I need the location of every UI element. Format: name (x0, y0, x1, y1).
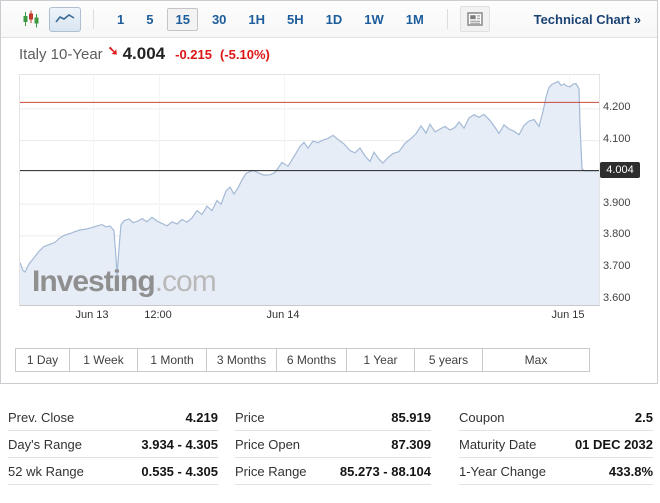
quote-row: 1-Year Change 433.8% (459, 458, 653, 485)
quote-row: Price Open 87.309 (235, 431, 431, 458)
interval-button-1w[interactable]: 1W (364, 11, 384, 27)
chart-plot-area[interactable]: Investing.com (19, 74, 600, 306)
quote-label: 52 wk Range (8, 463, 84, 479)
range-button-1-year[interactable]: 1 Year (347, 349, 415, 371)
quote-label: Price Range (235, 463, 307, 479)
x-axis-tick-label: Jun 15 (551, 309, 585, 321)
interval-button-1h[interactable]: 1H (248, 11, 266, 27)
instrument-name: Italy 10-Year (19, 45, 103, 63)
candlestick-icon (23, 10, 39, 28)
quote-value: 85.273 - 88.104 (339, 463, 431, 479)
quote-row: Price Range 85.273 - 88.104 (235, 458, 431, 485)
quote-value: 01 DEC 2032 (574, 436, 653, 452)
quote-column: Prev. Close 4.219 Day's Range 3.934 - 4.305… (8, 404, 218, 485)
range-button-6-months[interactable]: 6 Months (277, 349, 347, 371)
y-axis-tick-label: 3.900 (603, 196, 631, 209)
interval-button-1[interactable]: 1 (117, 11, 125, 27)
y-axis-tick-label: 3.800 (603, 228, 631, 241)
price-change-percent: (-5.10%) (220, 46, 270, 62)
range-button-max[interactable]: Max (483, 349, 589, 371)
quote-label: Coupon (459, 409, 505, 425)
interval-group: 1 5 15 30 1H 5H 1D 1W 1M (106, 7, 435, 31)
quote-column: Coupon 2.5 Maturity Date 01 DEC 2032 1-Year … (459, 404, 653, 485)
last-price: 4.004 (122, 44, 166, 63)
candlestick-chart-button[interactable] (19, 7, 43, 31)
news-panel-button[interactable] (459, 6, 490, 32)
current-price-tag: 4.004 (600, 161, 640, 178)
quote-label: Day's Range (8, 436, 83, 452)
y-axis-tick-label: 4.200 (603, 101, 631, 114)
line-chart-icon (55, 14, 75, 23)
quote-label: Maturity Date (459, 436, 537, 452)
toolbar-divider (93, 9, 94, 29)
chart-toolbar: 1 5 15 30 1H 5H 1D 1W 1M Technical Chart » (1, 1, 657, 38)
quote-column: Price 85.919 Price Open 87.309 Price Range 85… (235, 404, 431, 485)
quote-summary-table: Prev. Close 4.219 Day's Range 3.934 - 4.305… (8, 404, 653, 485)
y-axis-tick-label: 4.100 (603, 133, 631, 146)
quote-value: 0.535 - 4.305 (141, 463, 218, 479)
interval-button-30[interactable]: 30 (211, 11, 227, 27)
range-button-row: 1 Day 1 Week 1 Month 3 Months 6 Months 1 Year… (15, 348, 590, 372)
price-down-arrow-icon: ➘ (107, 43, 119, 58)
chart-widget: 1 5 15 30 1H 5H 1D 1W 1M Technical Chart » Italy… (0, 0, 658, 384)
news-panel-icon (467, 12, 483, 26)
line-chart-button[interactable] (49, 6, 81, 32)
toolbar-divider (446, 9, 448, 29)
x-axis-tick-label: Jun 13 (75, 309, 109, 321)
x-axis-tick-label: 12:00 (144, 309, 172, 321)
technical-chart-link[interactable]: Technical Chart » (533, 11, 641, 27)
interval-button-1m[interactable]: 1M (405, 11, 424, 27)
quote-label: Prev. Close (8, 409, 75, 425)
quote-row: Prev. Close 4.219 (8, 404, 218, 431)
quote-value: 87.309 (391, 436, 431, 452)
interval-button-15[interactable]: 15 (167, 7, 198, 31)
interval-button-1d[interactable]: 1D (325, 11, 343, 27)
quote-value: 3.934 - 4.305 (141, 436, 218, 452)
quote-row: 52 wk Range 0.535 - 4.305 (8, 458, 218, 485)
range-button-5-years[interactable]: 5 years (415, 349, 483, 371)
y-axis-tick-label: 3.700 (603, 260, 631, 273)
quote-row: Day's Range 3.934 - 4.305 (8, 431, 218, 458)
price-area-fill (20, 81, 599, 305)
quote-value: 4.219 (185, 409, 218, 425)
range-button-1-month[interactable]: 1 Month (138, 349, 207, 371)
quote-row: Maturity Date 01 DEC 2032 (459, 431, 653, 458)
quote-label: 1-Year Change (459, 463, 546, 479)
interval-button-5[interactable]: 5 (146, 11, 154, 27)
interval-button-5h[interactable]: 5H (287, 11, 304, 27)
x-axis-tick-label: Jun 14 (266, 309, 300, 321)
price-area-chart (20, 75, 599, 305)
y-axis-tick-label: 3.600 (603, 291, 631, 304)
quote-value: 433.8% (608, 463, 653, 479)
quote-label: Price (235, 409, 265, 425)
quote-label: Price Open (235, 436, 301, 452)
quote-row: Price 85.919 (235, 404, 431, 431)
quote-row: Coupon 2.5 (459, 404, 653, 431)
instrument-header: Italy 10-Year ➘ 4.004 -0.215 (-5.10%) (19, 41, 647, 67)
range-button-1-day[interactable]: 1 Day (16, 349, 70, 371)
range-button-1-week[interactable]: 1 Week (70, 349, 138, 371)
range-button-3-months[interactable]: 3 Months (207, 349, 277, 371)
quote-value: 2.5 (634, 409, 653, 425)
price-line (20, 80, 599, 277)
quote-value: 85.919 (391, 409, 431, 425)
price-change: -0.215 (175, 46, 212, 62)
